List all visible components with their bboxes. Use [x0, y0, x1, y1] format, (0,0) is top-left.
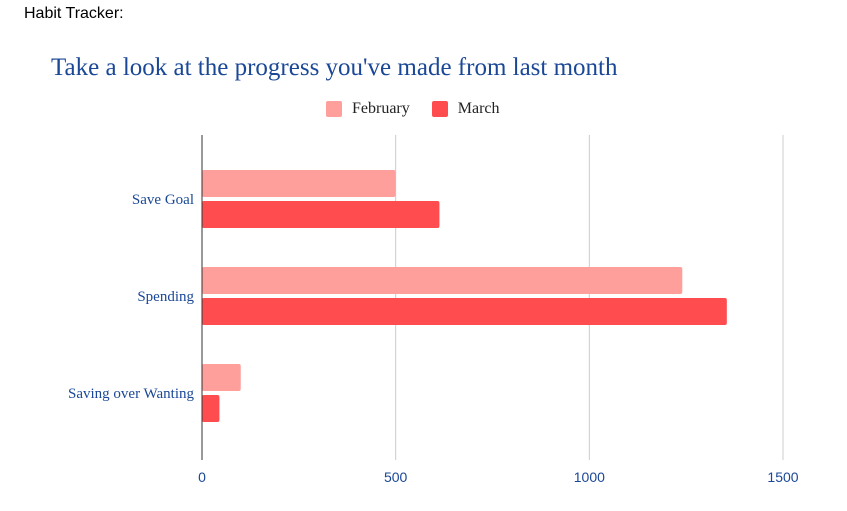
x-tick-label: 0	[198, 469, 206, 485]
bar-february	[202, 364, 241, 391]
legend-item-march: March	[431, 100, 500, 118]
x-tick-label: 500	[384, 469, 408, 485]
bar-march	[202, 298, 727, 325]
legend-swatch-march	[431, 101, 448, 117]
x-tick-label: 1000	[574, 469, 605, 485]
category-label: Save Goal	[132, 192, 194, 208]
chart-legend: February March	[326, 100, 500, 118]
bar-march	[202, 395, 220, 422]
bar-february	[202, 267, 683, 294]
legend-label-february: February	[352, 100, 410, 117]
legend-item-february: February	[326, 100, 410, 118]
page-label: Habit Tracker:	[24, 5, 124, 22]
bar-march	[202, 201, 440, 228]
legend-label-march: March	[457, 100, 500, 117]
bar-february	[202, 170, 396, 197]
x-tick-label: 1500	[767, 469, 798, 485]
legend-swatch-february	[326, 101, 342, 117]
category-label: Spending	[137, 289, 194, 305]
category-label: Saving over Wanting	[68, 386, 194, 402]
chart-title: Take a look at the progress you've made …	[51, 54, 618, 81]
